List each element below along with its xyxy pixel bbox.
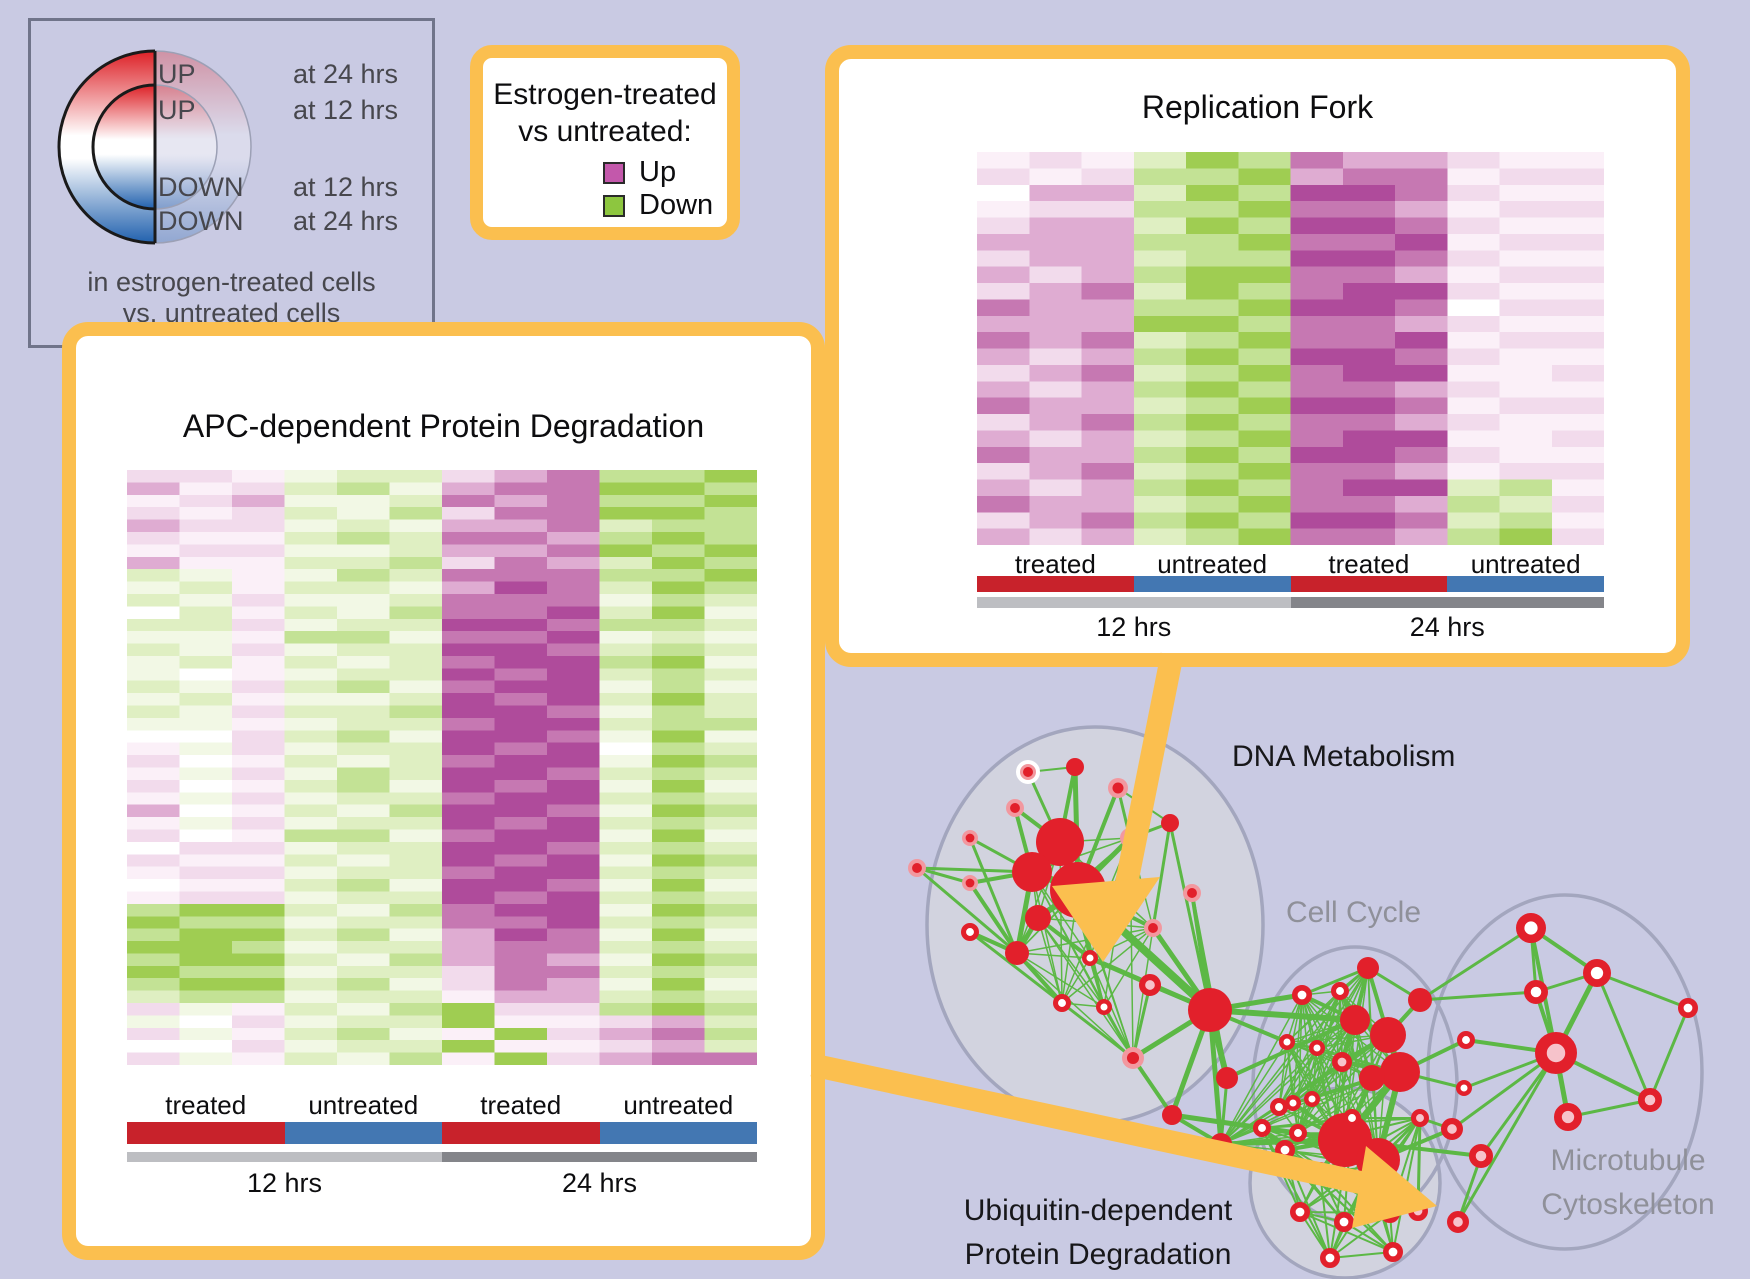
hrs24-bar bbox=[442, 1152, 757, 1162]
untreated-bar bbox=[1133, 576, 1291, 592]
ring-color-legend: UP at 24 hrs UP at 12 hrs DOWN at 12 hrs… bbox=[28, 18, 435, 348]
condition-label: treated bbox=[1014, 549, 1096, 579]
hrs24-bar bbox=[1290, 597, 1604, 608]
cluster-label-cytoskeleton: Cytoskeleton bbox=[1541, 1188, 1715, 1221]
rf-time-labels: 12 hrs 24 hrs bbox=[977, 612, 1604, 643]
treated-bar bbox=[977, 576, 1134, 592]
cluster-label-ubiquitin-line1: Ubiquitin-dependent bbox=[963, 1194, 1233, 1227]
updown-color-legend: Estrogen-treated vs untreated: Up Down bbox=[470, 45, 740, 240]
condition-label: untreated bbox=[623, 1090, 734, 1120]
panel-replication-fork: Replication Fork treated untreated treat… bbox=[825, 45, 1690, 667]
down-label: Down bbox=[639, 189, 714, 221]
treated-bar bbox=[442, 1122, 600, 1144]
legend-item-up: Up bbox=[603, 156, 727, 189]
ring-row-up-24: UP at 24 hrs bbox=[31, 59, 432, 91]
time-label-12hrs: 12 hrs bbox=[246, 1168, 323, 1198]
cluster-label-dna-metabolism: DNA Metabolism bbox=[1232, 740, 1456, 773]
cluster-label-ubiquitin-line2: Protein Degradation bbox=[964, 1238, 1232, 1271]
apc-condition-bars bbox=[127, 1122, 757, 1144]
untreated-bar bbox=[599, 1122, 757, 1144]
up-down-ring-diagram bbox=[57, 49, 252, 245]
down-color-swatch bbox=[603, 194, 625, 217]
apc-heatmap-grid bbox=[127, 470, 757, 1065]
time-label-24hrs: 24 hrs bbox=[561, 1168, 638, 1198]
ring-row-down-24: DOWN at 24 hrs bbox=[31, 206, 432, 238]
rf-condition-bars bbox=[977, 576, 1604, 592]
replication-fork-heatmap-grid bbox=[977, 152, 1604, 545]
apc-time-bars bbox=[127, 1152, 757, 1162]
panel-title: APC-dependent Protein Degradation bbox=[182, 408, 705, 444]
ring-dir-label: DOWN bbox=[158, 206, 244, 236]
condition-label: untreated bbox=[308, 1090, 419, 1120]
panel-title: Replication Fork bbox=[1141, 89, 1374, 125]
updown-legend-title: Estrogen-treated vs untreated: bbox=[493, 78, 717, 148]
hrs12-bar bbox=[977, 597, 1291, 608]
ring-time-label: at 24 hrs bbox=[292, 206, 398, 236]
ring-time-label: at 12 hrs bbox=[292, 95, 398, 125]
ring-dir-label: UP bbox=[158, 95, 196, 125]
apc-condition-labels: treated untreated treated untreated bbox=[127, 1090, 757, 1121]
panel-apc-degradation: APC-dependent Protein Degradation treate… bbox=[62, 322, 825, 1260]
time-label-12hrs: 12 hrs bbox=[1096, 612, 1172, 642]
ring-legend-footer-line1: in estrogen-treated cells bbox=[87, 267, 376, 297]
ring-row-up-12: UP at 12 hrs bbox=[31, 95, 432, 127]
hrs12-bar bbox=[127, 1152, 442, 1162]
condition-label: untreated bbox=[1157, 549, 1268, 579]
ring-row-down-12: DOWN at 12 hrs bbox=[31, 172, 432, 204]
condition-label: treated bbox=[1328, 549, 1410, 579]
condition-label: untreated bbox=[1470, 549, 1581, 579]
ring-time-label: at 12 hrs bbox=[292, 172, 398, 202]
treated-bar bbox=[127, 1122, 285, 1144]
legend-item-down: Down bbox=[603, 189, 727, 222]
rf-condition-labels: treated untreated treated untreated bbox=[977, 549, 1604, 580]
rf-time-bars bbox=[977, 597, 1604, 608]
untreated-bar bbox=[284, 1122, 442, 1144]
up-color-swatch bbox=[603, 161, 625, 184]
up-label: Up bbox=[639, 156, 677, 188]
condition-label: treated bbox=[165, 1090, 247, 1120]
time-label-24hrs: 24 hrs bbox=[1409, 612, 1485, 642]
apc-time-labels: 12 hrs 24 hrs bbox=[127, 1168, 757, 1199]
cluster-label-microtubule: Microtubule bbox=[1550, 1144, 1706, 1177]
updown-legend-items: Up Down bbox=[603, 156, 727, 222]
untreated-bar bbox=[1447, 576, 1604, 592]
cluster-label-cell-cycle: Cell Cycle bbox=[1286, 896, 1422, 929]
condition-label: treated bbox=[480, 1090, 562, 1120]
treated-bar bbox=[1290, 576, 1448, 592]
ring-dir-label: DOWN bbox=[158, 172, 244, 202]
ring-dir-label: UP bbox=[158, 59, 196, 89]
ring-time-label: at 24 hrs bbox=[292, 59, 398, 89]
